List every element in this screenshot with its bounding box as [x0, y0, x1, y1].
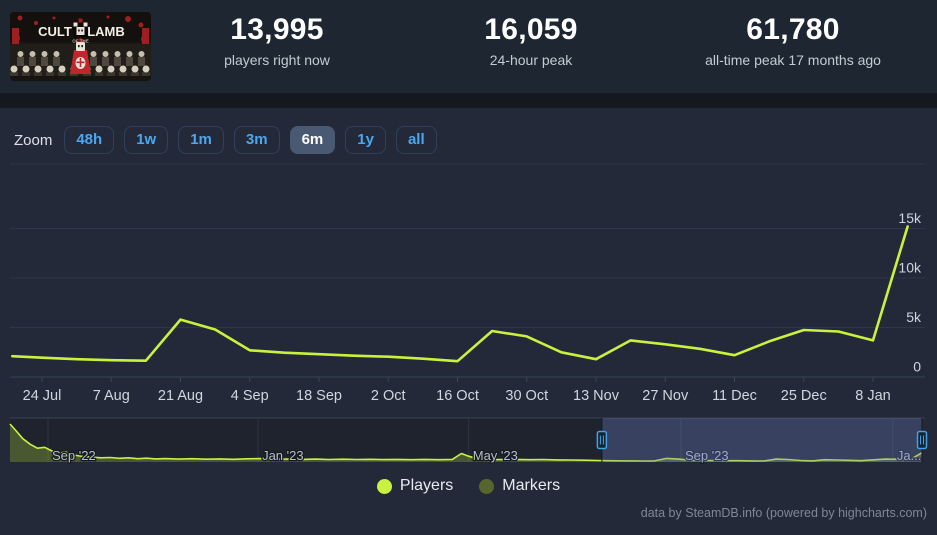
x-axis-label-7-Aug: 7 Aug: [93, 388, 130, 404]
zoom-button-6m[interactable]: 6m: [289, 126, 336, 154]
legend-label-markers: Markers: [502, 477, 561, 494]
x-axis-label-21-Aug: 21 Aug: [158, 388, 203, 404]
navigator-month-label: Sep '22: [52, 448, 96, 463]
navigator-series-line: [9, 423, 923, 462]
stat-alltime-peak: 61,780 all-time peak 17 months ago: [705, 13, 881, 68]
zoom-button-1m[interactable]: 1m: [178, 126, 224, 154]
game-banner[interactable]: CULT LAMB OF THE: [10, 12, 151, 81]
stats-header: CULT LAMB OF THE 13,995 play: [0, 0, 937, 93]
banner-lamb-head-icon: [73, 18, 88, 37]
navigator-handle-right[interactable]: [916, 430, 928, 450]
navigator-month-label: May '23: [473, 448, 518, 463]
x-axis-label-13-Nov: 13 Nov: [573, 388, 620, 404]
x-axis-label-4-Sep: 4 Sep: [231, 388, 269, 404]
x-axis-label-18-Sep: 18 Sep: [296, 388, 342, 404]
navigator-selected-range[interactable]: [601, 418, 922, 462]
banner-title-right: LAMB: [87, 24, 125, 39]
stat-players-now-label: players right now: [224, 52, 330, 68]
navigator-handle-left[interactable]: [596, 430, 608, 450]
stat-alltime-peak-value: 61,780: [746, 13, 840, 46]
x-axis-label-11-Dec: 11 Dec: [712, 388, 757, 404]
zoom-button-3m[interactable]: 3m: [233, 126, 280, 154]
legend-item-markers[interactable]: Markers: [479, 477, 560, 495]
y-axis-label-15k: 15k: [898, 210, 922, 226]
stat-players-now: 13,995 players right now: [224, 13, 330, 68]
x-axis-label-8-Jan: 8 Jan: [855, 388, 890, 404]
zoom-button-all[interactable]: all: [395, 126, 437, 154]
banner-title: CULT LAMB OF THE: [38, 24, 125, 44]
stat-24h-peak: 16,059 24-hour peak: [484, 13, 578, 68]
y-axis-label-10k: 10k: [898, 260, 922, 276]
navigator-month-label: Ja...: [897, 448, 922, 463]
zoom-button-48h[interactable]: 48h: [64, 126, 115, 154]
game-banner-art: CULT LAMB OF THE: [10, 12, 151, 81]
x-axis-label-30-Oct: 30 Oct: [505, 388, 548, 404]
stat-24h-peak-value: 16,059: [484, 13, 578, 46]
x-axis-label-25-Dec: 25 Dec: [781, 388, 827, 404]
stat-players-now-value: 13,995: [230, 13, 324, 46]
players-series-dot-icon: [376, 478, 392, 494]
x-axis-label-24-Jul: 24 Jul: [23, 388, 62, 404]
legend-item-players[interactable]: Players: [376, 477, 454, 495]
zoom-button-1y[interactable]: 1y: [345, 126, 386, 154]
players-series-line[interactable]: [11, 225, 909, 363]
stat-alltime-peak-label: all-time peak 17 months ago: [705, 52, 881, 68]
navigator-month-label: Sep '23: [685, 448, 729, 463]
chart-navigator[interactable]: Sep '22 Jan '23 May '23 Sep '23 Ja...: [0, 410, 937, 472]
banner-red-accents: [12, 15, 149, 44]
markers-series-dot-icon: [479, 478, 495, 494]
stat-24h-peak-label: 24-hour peak: [489, 52, 573, 68]
banner-title-left: CULT: [38, 24, 72, 39]
y-axis-label-5k: 5k: [906, 309, 922, 325]
x-axis-label-27-Nov: 27 Nov: [642, 388, 689, 404]
section-divider: [0, 93, 937, 108]
navigator-month-label: Jan '23: [262, 448, 304, 463]
zoom-toolbar: Zoom 48h 1w 1m 3m 6m 1y all: [14, 126, 437, 154]
legend-label-players: Players: [399, 477, 454, 494]
zoom-button-1w[interactable]: 1w: [124, 126, 169, 154]
x-axis-label-16-Oct: 16 Oct: [436, 388, 479, 404]
chart-credits: data by SteamDB.info (powered by highcha…: [640, 506, 927, 520]
zoom-label: Zoom: [14, 131, 53, 149]
y-axis-label-0: 0: [913, 359, 921, 375]
x-axis-label-2-Oct: 2 Oct: [371, 388, 406, 404]
chart-legend: Players Markers: [0, 477, 937, 495]
banner-title-mid: OF THE: [72, 39, 89, 44]
banner-lamb-figure: [70, 37, 91, 74]
players-chart[interactable]: 0 5k 10k 15k 24 Jul 7 Aug 21 Aug 4 Sep 18 Sep 2 O…: [0, 160, 937, 406]
